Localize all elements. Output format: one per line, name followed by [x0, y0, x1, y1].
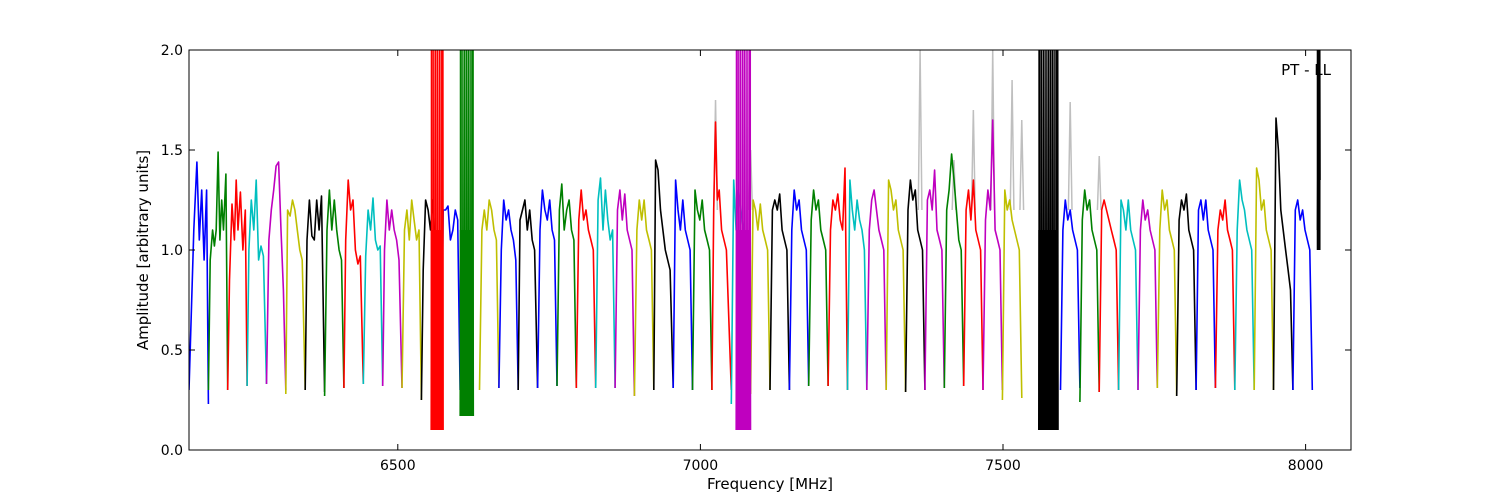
y-tick-label-4: 2.0 — [161, 43, 183, 59]
spectral-window-line-17 — [536, 189, 558, 389]
spectral-window-line-11 — [401, 199, 423, 401]
spectral-window-line-32 — [827, 167, 849, 391]
spectral-window-line-30 — [788, 189, 810, 391]
spectral-window-line-2 — [226, 179, 248, 391]
spectral-window-line-52 — [1253, 167, 1275, 391]
spectral-window-line-9 — [362, 197, 384, 387]
rfi-burst-line-0 — [430, 50, 444, 431]
spectral-window-line-31 — [807, 189, 829, 387]
spectral-window-line-35 — [885, 179, 907, 393]
spectral-window-line-19 — [575, 189, 597, 389]
spectral-window-line-5 — [285, 199, 306, 395]
chart-annotation: PT - LL — [1281, 61, 1332, 79]
spectral-window-line-37 — [924, 169, 946, 391]
spectral-window-line-53 — [1272, 117, 1294, 391]
spectral-window-line-1 — [207, 151, 229, 391]
spectral-window-line-34 — [866, 189, 887, 391]
rfi-burst-line-1 — [459, 50, 475, 417]
spectral-window-line-29 — [769, 193, 791, 391]
spectral-window-line-39 — [962, 179, 984, 391]
spectral-window-line-3 — [246, 179, 268, 387]
x-axis-label: Frequency [MHz] — [707, 475, 833, 493]
spectral-window-line-7 — [323, 189, 345, 397]
x-tick-label-0: 6500 — [380, 458, 416, 474]
spectral-window-line-51 — [1234, 179, 1255, 391]
gray-spike-8 — [1067, 101, 1073, 211]
x-tick-label-3: 8000 — [1288, 458, 1324, 474]
gray-spike-7 — [1019, 119, 1025, 211]
spectral-window-line-25 — [691, 189, 713, 391]
spectral-window-line-8 — [343, 179, 365, 389]
spectral-window-line-4 — [265, 161, 287, 391]
spectral-window-line-13 — [440, 205, 461, 397]
spectral-window-line-46 — [1137, 199, 1159, 391]
spectral-window-line-20 — [594, 177, 616, 389]
x-tick-label-1: 7000 — [683, 458, 719, 474]
y-axis-label: Amplitude [arbitrary units] — [134, 150, 152, 350]
spectral-window-line-43 — [1079, 189, 1100, 403]
spectral-window-line-33 — [846, 179, 868, 391]
spectral-window-line-16 — [517, 199, 539, 391]
spectral-window-line-26 — [711, 121, 733, 391]
spectral-window-line-28 — [749, 199, 771, 395]
spectral-window-line-18 — [556, 183, 578, 389]
spectral-window-line-47 — [1156, 189, 1178, 397]
spectral-window-line-44 — [1098, 199, 1120, 393]
spectral-window-line-48 — [1175, 193, 1197, 397]
gray-spike-4 — [970, 109, 976, 211]
spectral-window-line-36 — [904, 179, 926, 393]
y-tick-label-0: 0.0 — [161, 443, 183, 459]
spectral-window-line-40 — [982, 119, 1004, 391]
rfi-burst-1 — [459, 50, 475, 417]
y-tick-label-3: 1.5 — [161, 143, 183, 159]
spectral-window-line-42 — [1059, 199, 1081, 391]
rfi-burst-4 — [1316, 50, 1321, 250]
gray-spike-2 — [917, 50, 923, 211]
rfi-burst-2 — [735, 50, 752, 431]
spectral-window-line-0 — [189, 161, 210, 405]
spectral-window-line-21 — [614, 189, 636, 397]
spectral-window-line-38 — [943, 153, 965, 389]
spectral-window-line-24 — [672, 179, 694, 391]
gray-spike-9 — [1096, 155, 1102, 211]
spectral-window-line-50 — [1214, 199, 1236, 391]
rfi-burst-3 — [1037, 50, 1059, 431]
spectral-window-line-23 — [653, 159, 674, 391]
spectral-window-line-10 — [381, 199, 403, 389]
spectral-window-line-49 — [1195, 199, 1217, 391]
gray-spike-6 — [1009, 79, 1015, 211]
spectral-window-line-14 — [478, 199, 500, 391]
y-tick-label-1: 0.5 — [161, 343, 183, 359]
rfi-burst-line-3 — [1037, 50, 1059, 431]
spectral-window-line-45 — [1117, 199, 1139, 391]
spectral-window-line-41 — [1001, 189, 1023, 401]
rfi-burst-0 — [430, 50, 444, 431]
spectral-window-line-22 — [633, 199, 655, 397]
spectral-window-line-54 — [1292, 199, 1314, 391]
y-tick-label-2: 1.0 — [161, 243, 183, 259]
spectral-window-line-15 — [498, 199, 519, 391]
spectral-window-line-6 — [304, 195, 326, 393]
x-tick-label-2: 7500 — [985, 458, 1021, 474]
rfi-burst-line-2 — [735, 50, 752, 431]
